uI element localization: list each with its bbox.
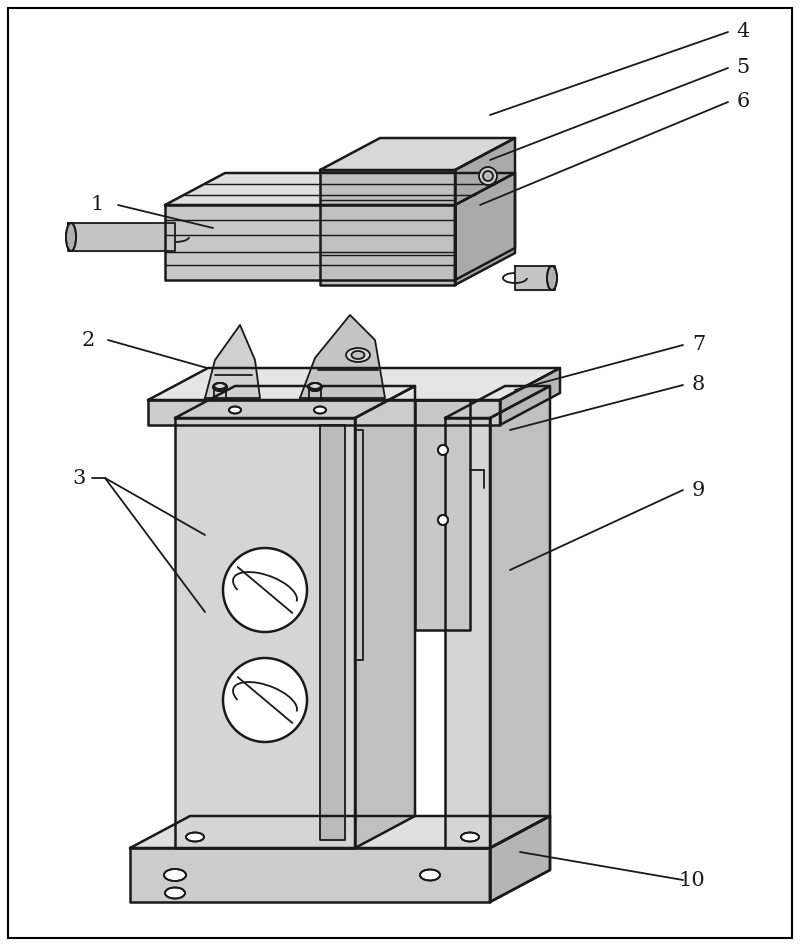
Polygon shape	[165, 205, 455, 280]
Polygon shape	[355, 386, 415, 848]
Text: 5: 5	[737, 59, 750, 78]
Polygon shape	[214, 386, 226, 400]
Polygon shape	[445, 386, 550, 418]
Ellipse shape	[213, 383, 227, 391]
Ellipse shape	[223, 658, 307, 742]
Polygon shape	[148, 368, 560, 400]
Ellipse shape	[165, 887, 185, 899]
Polygon shape	[205, 325, 260, 398]
Polygon shape	[165, 173, 515, 205]
Polygon shape	[175, 386, 415, 418]
Ellipse shape	[223, 548, 307, 632]
Polygon shape	[445, 418, 490, 848]
Polygon shape	[490, 816, 550, 902]
Ellipse shape	[186, 832, 204, 842]
Polygon shape	[415, 400, 470, 630]
Ellipse shape	[308, 383, 322, 391]
Polygon shape	[355, 430, 363, 660]
Text: 7: 7	[692, 336, 705, 355]
Ellipse shape	[214, 383, 226, 389]
Polygon shape	[68, 223, 175, 251]
Polygon shape	[148, 400, 500, 425]
Ellipse shape	[438, 445, 448, 455]
Polygon shape	[500, 368, 560, 425]
Text: 4: 4	[737, 23, 750, 42]
Polygon shape	[320, 170, 455, 285]
Polygon shape	[320, 138, 515, 170]
Polygon shape	[130, 848, 490, 902]
Ellipse shape	[438, 515, 448, 525]
Ellipse shape	[483, 171, 493, 181]
Ellipse shape	[479, 167, 497, 185]
Text: 9: 9	[692, 481, 705, 499]
Ellipse shape	[164, 869, 186, 881]
Ellipse shape	[461, 832, 479, 842]
Polygon shape	[320, 425, 345, 840]
Text: 1: 1	[90, 196, 103, 215]
Polygon shape	[300, 315, 385, 398]
Polygon shape	[515, 266, 555, 290]
Ellipse shape	[309, 383, 321, 389]
Polygon shape	[309, 386, 321, 400]
Text: 8: 8	[692, 376, 705, 394]
Text: 10: 10	[678, 870, 705, 889]
Ellipse shape	[314, 407, 326, 413]
Ellipse shape	[66, 223, 76, 251]
Ellipse shape	[346, 348, 370, 362]
Ellipse shape	[420, 869, 440, 881]
Polygon shape	[455, 173, 515, 280]
Polygon shape	[130, 816, 550, 848]
Text: 3: 3	[72, 468, 86, 487]
Ellipse shape	[547, 266, 557, 290]
Text: 2: 2	[82, 330, 95, 349]
Polygon shape	[490, 816, 550, 902]
Polygon shape	[175, 418, 355, 848]
Polygon shape	[455, 138, 515, 285]
Text: 6: 6	[737, 93, 750, 112]
Ellipse shape	[351, 351, 365, 359]
Polygon shape	[490, 386, 550, 848]
Ellipse shape	[229, 407, 241, 413]
